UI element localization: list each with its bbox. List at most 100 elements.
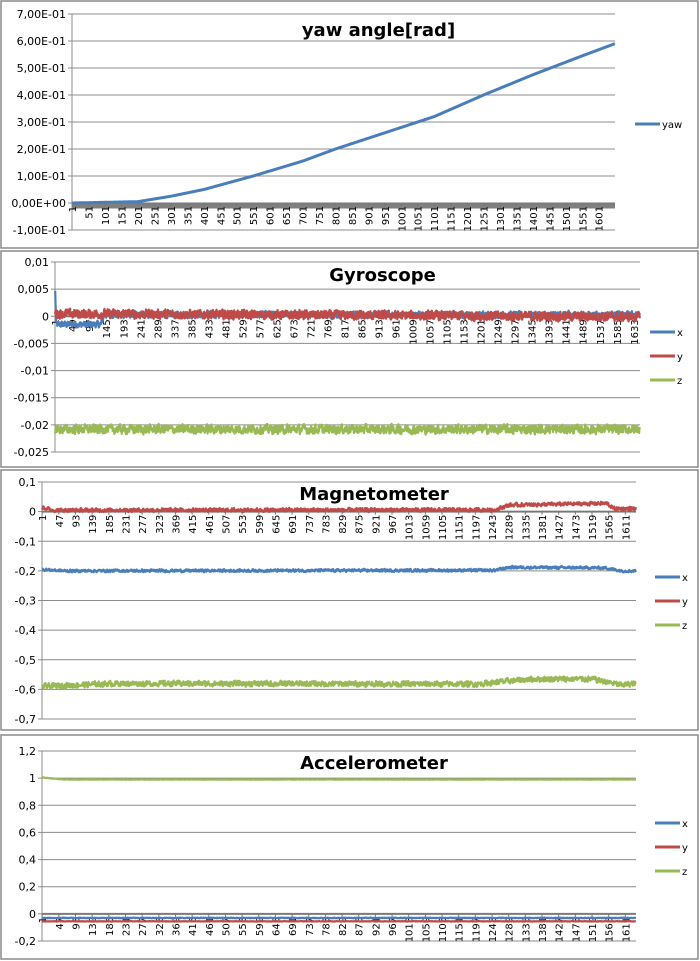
x-tick-label: 1105: [443, 319, 454, 344]
x-tick-label: 193: [119, 319, 130, 338]
series-line-z: [41, 675, 637, 691]
legend-label-x: x: [677, 328, 683, 339]
x-tick-label: 1013: [405, 515, 416, 540]
x-tick-label: 691: [288, 515, 299, 534]
y-tick-label: 0: [42, 310, 49, 323]
x-tick-label: 1601: [595, 206, 606, 231]
x-tick-label: 829: [338, 515, 349, 534]
x-tick-label: 865: [358, 319, 369, 338]
x-tick-label: 93: [72, 917, 83, 930]
series-line-yaw: [71, 42, 616, 205]
x-tick-label: 1381: [538, 515, 549, 540]
x-tick-label: 47: [55, 917, 66, 930]
y-tick-label: -1,00E-01: [13, 224, 66, 237]
y-tick-label: -0,2: [15, 565, 36, 578]
x-tick-label: 185: [105, 515, 116, 534]
x-tick-label: 691: [288, 917, 299, 936]
x-tick-label: 369: [171, 917, 182, 936]
x-tick-label: 289: [153, 319, 164, 338]
y-tick-label: -0,015: [14, 392, 49, 405]
x-tick-label: 507: [221, 917, 232, 936]
series-line-z: [54, 422, 641, 436]
y-tick-label: -0,7: [15, 713, 36, 726]
y-tick-label: 0,1: [19, 476, 37, 489]
chart-title: Magnetometer: [299, 484, 449, 505]
x-tick-label: 481: [221, 319, 232, 338]
x-tick-label: 337: [170, 319, 181, 338]
x-tick-label: 145: [102, 319, 113, 338]
x-tick-label: 851: [348, 206, 359, 225]
y-tick-label: -0,1: [15, 535, 36, 548]
y-tick-label: -0,5: [15, 654, 36, 667]
series-line-y: [41, 500, 637, 514]
x-tick-label: 507: [221, 515, 232, 534]
x-tick-label: 645: [271, 917, 282, 936]
x-tick-label: 1565: [605, 515, 616, 540]
x-tick-label: 51: [85, 206, 96, 219]
x-tick-label: 551: [249, 206, 260, 225]
x-tick-label: 231: [121, 515, 132, 534]
x-tick-label: 553: [238, 917, 249, 936]
x-tick-label: 1611: [621, 917, 632, 942]
x-tick-label: 673: [289, 319, 300, 338]
y-tick-label: 0: [29, 506, 36, 519]
x-tick-label: 875: [355, 917, 366, 936]
chart-2: -0,7 -0,6 -0,5 -0,4 -0,3 -0,2 -0,1 0 0,1 1 47 93 139…: [0, 469, 699, 731]
x-tick-label: 817: [340, 319, 351, 338]
x-tick-label: 201: [134, 206, 145, 225]
y-tick-label: 0: [29, 908, 36, 921]
x-tick-label: 461: [205, 917, 216, 936]
x-tick-label: 1401: [529, 206, 540, 231]
x-tick-label: 1427: [555, 917, 566, 942]
x-tick-label: 1585: [613, 319, 624, 344]
x-tick-label: 1345: [528, 319, 539, 344]
x-tick-label: 277: [138, 515, 149, 534]
legend-label-z: z: [682, 867, 687, 878]
y-tick-label: -0,02: [21, 419, 49, 432]
x-tick-label: 1105: [438, 515, 449, 540]
x-tick-label: 415: [188, 917, 199, 936]
x-tick-label: 251: [150, 206, 161, 225]
x-tick-label: 1289: [505, 515, 516, 540]
x-tick-label: 501: [233, 206, 244, 225]
x-tick-label: 901: [364, 206, 375, 225]
x-tick-label: 1197: [471, 515, 482, 540]
legend-label-y: y: [677, 352, 683, 363]
x-tick-label: 875: [355, 515, 366, 534]
x-tick-label: 1393: [545, 319, 556, 344]
x-tick-label: 577: [255, 319, 266, 338]
x-tick-label: 601: [266, 206, 277, 225]
x-tick-label: 1301: [496, 206, 507, 231]
x-tick-label: 1565: [605, 917, 616, 942]
x-tick-label: 1297: [511, 319, 522, 344]
x-tick-label: 1059: [421, 515, 432, 540]
x-tick-label: 1451: [545, 206, 556, 231]
x-tick-label: 1289: [505, 917, 516, 942]
x-tick-label: 451: [216, 206, 227, 225]
x-tick-label: 1151: [455, 515, 466, 540]
x-tick-label: 401: [200, 206, 211, 225]
x-tick-label: 1473: [571, 917, 582, 942]
x-tick-label: 1501: [562, 206, 573, 231]
y-tick-label: -0,4: [15, 624, 36, 637]
x-tick-label: 921: [371, 515, 382, 534]
x-tick-label: 301: [167, 206, 178, 225]
series-line-x: [41, 916, 637, 920]
x-tick-label: 93: [72, 515, 83, 528]
y-tick-label: 0,2: [19, 881, 37, 894]
x-tick-label: 1051: [414, 206, 425, 231]
x-tick-label: 1381: [538, 917, 549, 942]
y-tick-label: -0,005: [14, 337, 49, 350]
y-tick-label: 1,00E-01: [17, 170, 66, 183]
x-tick-label: 1: [38, 515, 49, 521]
x-tick-label: 1473: [571, 515, 582, 540]
x-tick-label: 1537: [596, 319, 607, 344]
x-tick-label: 645: [271, 515, 282, 534]
x-tick-label: 101: [101, 206, 112, 225]
x-tick-label: 415: [188, 515, 199, 534]
x-tick-label: 1101: [430, 206, 441, 231]
x-tick-label: 783: [321, 515, 332, 534]
y-tick-label: 5,00E-01: [17, 62, 66, 75]
x-tick-label: 1151: [447, 206, 458, 231]
